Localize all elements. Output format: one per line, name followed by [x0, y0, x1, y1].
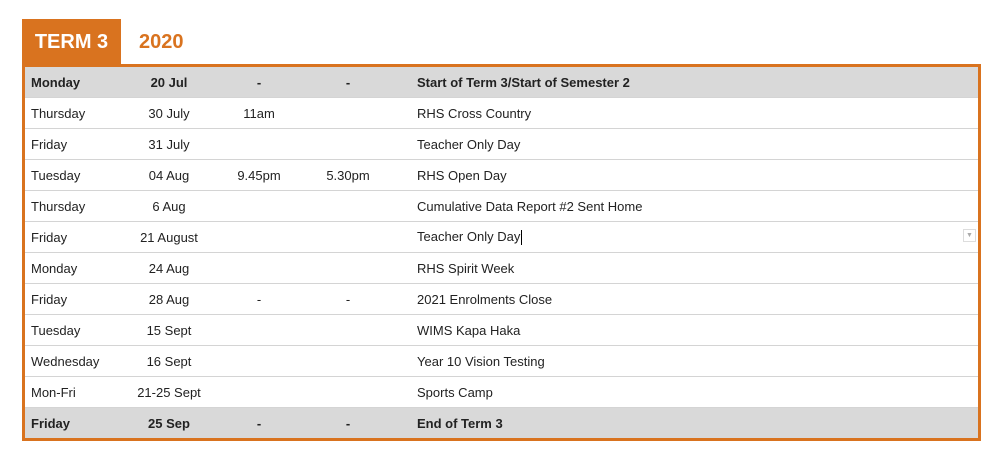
cell-event: RHS Open Day	[417, 167, 507, 183]
table-row: Tuesday 15 Sept WIMS Kapa Haka	[25, 315, 978, 346]
table-row: Monday 20 Jul - - Start of Term 3/Start of S…	[25, 67, 978, 98]
cell-event: Teacher Only Day	[417, 136, 521, 152]
cell-event: Start of Term 3/Start of Semester 2	[417, 74, 630, 90]
cell-date: 25 Sep	[148, 415, 190, 431]
cell-day: Tuesday	[31, 322, 81, 338]
cell-event[interactable]: Teacher Only Day	[417, 228, 523, 246]
table-row: Tuesday 04 Aug 9.45pm 5.30pm RHS Open Day	[25, 160, 978, 191]
table-row: Friday 31 July Teacher Only Day	[25, 129, 978, 160]
table-row: Thursday 30 July 11am RHS Cross Country	[25, 98, 978, 129]
cell-day: Friday	[31, 415, 71, 431]
cell-date: 20 Jul	[150, 74, 188, 90]
cell-end: 5.30pm	[326, 167, 370, 183]
cell-event: WIMS Kapa Haka	[417, 322, 521, 338]
cell-end: -	[345, 291, 351, 307]
cell-event: RHS Spirit Week	[417, 260, 515, 276]
cell-day: Thursday	[31, 198, 86, 214]
cell-start: -	[256, 291, 262, 307]
cell-day: Monday	[31, 74, 81, 90]
year-label: 2020	[139, 31, 184, 53]
table-row: Thursday 6 Aug Cumulative Data Report #2 S…	[25, 191, 978, 222]
cell-day: Wednesday	[31, 353, 100, 369]
cell-date: 21 August	[140, 229, 198, 245]
cell-date: 16 Sept	[146, 353, 192, 369]
table-row: Friday 28 Aug - - 2021 Enrolments Close	[25, 284, 978, 315]
cell-start: 11am	[243, 105, 275, 121]
cell-start: -	[256, 74, 262, 90]
cell-day: Friday	[31, 229, 68, 245]
cell-date: 15 Sept	[146, 322, 192, 338]
table-row: Wednesday 16 Sept Year 10 Vision Testing	[25, 346, 978, 377]
table-row: Friday 21 August Teacher Only Day ▼	[25, 222, 978, 253]
text-cursor	[521, 230, 523, 246]
cell-event: 2021 Enrolments Close	[417, 291, 553, 307]
term-tab: TERM 3	[22, 19, 121, 65]
cell-date: 6 Aug	[152, 198, 186, 214]
cell-event: Cumulative Data Report #2 Sent Home	[417, 198, 643, 214]
cell-day: Friday	[31, 136, 68, 152]
cell-event: RHS Cross Country	[417, 105, 532, 121]
cell-date: 31 July	[148, 136, 190, 152]
cell-date: 21-25 Sept	[137, 384, 201, 400]
table-row: Monday 24 Aug RHS Spirit Week	[25, 253, 978, 284]
cell-date: 28 Aug	[148, 291, 190, 307]
cell-day: Tuesday	[31, 167, 81, 183]
table-row: Friday 25 Sep - - End of Term 3	[25, 408, 978, 438]
cell-date: 04 Aug	[148, 167, 190, 183]
cell-event: Year 10 Vision Testing	[417, 353, 545, 369]
cell-event: Sports Camp	[417, 384, 493, 400]
cell-date: 24 Aug	[148, 260, 190, 276]
cell-end: -	[345, 74, 351, 90]
cell-event: End of Term 3	[417, 415, 503, 431]
term-calendar-table: Monday 20 Jul - - Start of Term 3/Start of S…	[22, 64, 981, 441]
cell-date: 30 July	[148, 105, 190, 121]
cell-day: Mon-Fri	[31, 384, 76, 400]
table-row: Mon-Fri 21-25 Sept Sports Camp	[25, 377, 978, 408]
cell-day: Monday	[31, 260, 78, 276]
cell-end: -	[345, 415, 351, 431]
cell-day: Thursday	[31, 105, 86, 121]
dropdown-arrow-icon[interactable]: ▼	[963, 229, 976, 242]
cell-day: Friday	[31, 291, 68, 307]
cell-start: 9.45pm	[237, 167, 281, 183]
cell-start: -	[256, 415, 262, 431]
